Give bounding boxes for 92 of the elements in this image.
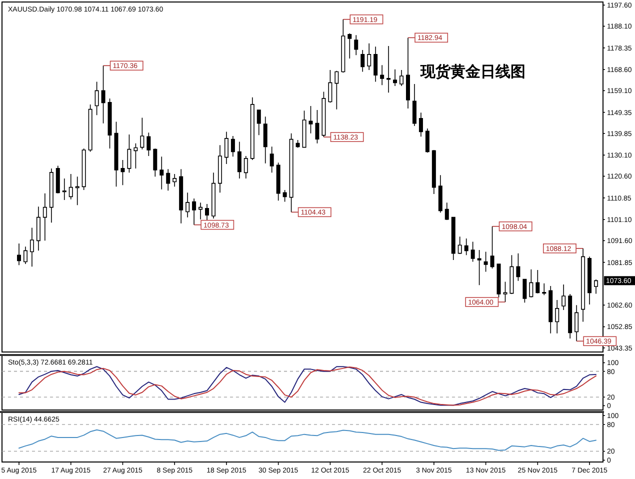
candlestick [153, 148, 158, 178]
candlestick [432, 150, 436, 194]
candlestick [302, 110, 306, 148]
candlestick [114, 121, 118, 188]
candlestick [341, 18, 346, 74]
candlestick [393, 68, 398, 86]
candlestick [412, 84, 416, 126]
candlestick [490, 226, 494, 269]
candlestick [503, 281, 508, 302]
candlestick [425, 128, 430, 154]
candlestick [444, 202, 449, 220]
candlestick [522, 278, 527, 304]
candlestick [548, 286, 553, 334]
candlestick [458, 236, 462, 254]
candlestick [166, 168, 170, 192]
candlestick [451, 216, 456, 260]
candlestick [308, 106, 313, 134]
candlestick [477, 250, 482, 286]
candlestick [438, 174, 442, 214]
candlestick [211, 172, 216, 219]
candlestick [574, 304, 579, 342]
candlestick [237, 141, 242, 179]
candlestick [179, 168, 184, 224]
candlestick [348, 32, 352, 59]
candlestick [360, 50, 365, 72]
candlestick [496, 264, 501, 298]
candlestick [542, 282, 546, 296]
candlestick [276, 162, 280, 202]
candlestick [56, 165, 60, 194]
candlestick [296, 140, 300, 148]
line-series [18, 429, 596, 451]
candlestick [484, 251, 488, 272]
candlestick [418, 112, 423, 138]
candlestick [386, 46, 391, 94]
candlestick [108, 98, 112, 149]
candlestick [134, 142, 138, 169]
candlestick [588, 256, 592, 305]
candlestick [562, 284, 566, 310]
candlestick [94, 81, 99, 116]
candlestick [75, 176, 80, 206]
candlestick [594, 279, 598, 294]
candlestick [256, 110, 261, 136]
candlestick [186, 192, 190, 218]
candlestick [282, 190, 287, 202]
candlestick [315, 110, 320, 144]
candlestick [322, 91, 326, 138]
candlestick [470, 241, 475, 262]
candlestick [406, 37, 410, 109]
candlestick [400, 70, 404, 86]
candlestick [218, 144, 222, 194]
candlestick [17, 243, 21, 266]
candlestick [250, 96, 254, 160]
text: 现货黄金日线图 [420, 63, 526, 80]
candlestick [555, 300, 560, 334]
candlestick [140, 117, 144, 150]
candlestick [263, 116, 268, 164]
candlestick [464, 238, 468, 256]
candlestick [42, 192, 47, 242]
candlestick [127, 134, 132, 174]
candlestick [568, 294, 572, 339]
candlestick [244, 156, 248, 179]
candlestick [224, 131, 228, 164]
candlestick [30, 227, 34, 268]
candlestick [36, 206, 40, 252]
candlestick [160, 156, 164, 190]
candlestick [172, 174, 177, 188]
candlestick [270, 146, 274, 174]
candlestick [146, 132, 151, 156]
candlestick [68, 174, 73, 200]
candlestick [101, 65, 106, 124]
candlestick [516, 252, 520, 282]
candlestick [334, 70, 339, 110]
candlestick [230, 136, 235, 158]
candlestick [367, 42, 372, 70]
candlestick [581, 248, 586, 322]
candlestick [23, 246, 28, 264]
candlestick [380, 64, 384, 86]
candlestick [62, 178, 66, 200]
candlestick [198, 202, 203, 220]
candlestick [354, 34, 358, 56]
candlestick [88, 104, 92, 152]
candlestick [205, 204, 210, 220]
candlestick [374, 46, 378, 82]
candlestick [289, 132, 294, 213]
candlestick [510, 254, 514, 294]
candlestick [328, 70, 332, 104]
candlestick [192, 198, 196, 226]
candlestick [49, 168, 54, 224]
candlestick [536, 270, 540, 294]
candlestick [82, 148, 86, 190]
candlestick [120, 160, 125, 186]
candlestick [529, 268, 534, 298]
